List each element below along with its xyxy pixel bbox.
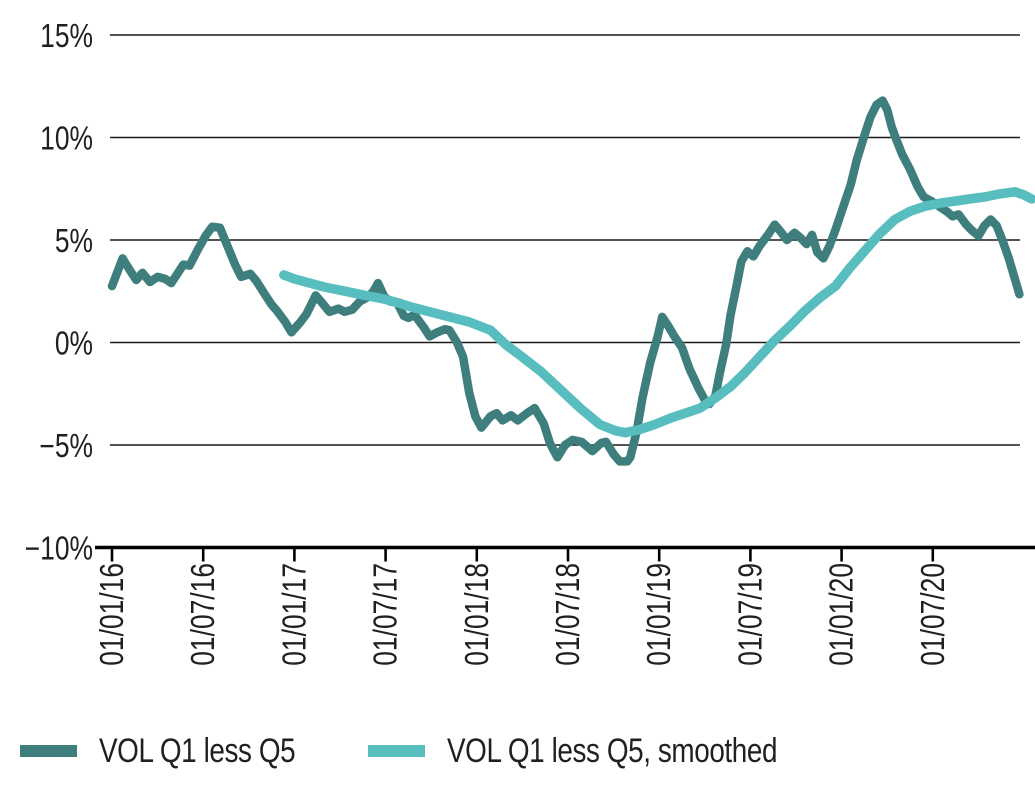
y-axis-label: 10% (40, 121, 93, 157)
series-line-vol-q1-less-q5 (107, 96, 1024, 466)
x-axis-label: 01/01/17 (277, 563, 313, 666)
x-axis-label: 01/01/19 (641, 563, 677, 666)
legend-swatch-vol-q1-less-q5-smoothed (368, 745, 425, 757)
legend-item-vol-q1-less-q5-smoothed: VOL Q1 less Q5, smoothed (368, 731, 850, 770)
legend-swatch-vol-q1-less-q5 (20, 745, 77, 757)
x-axis-label: 01/01/18 (459, 563, 495, 666)
x-axis-label: 01/01/16 (94, 563, 130, 666)
x-axis-label: 01/01/20 (824, 563, 860, 666)
legend-item-vol-q1-less-q5: VOL Q1 less Q5 (20, 731, 338, 770)
legend-label-vol-q1-less-q5: VOL Q1 less Q5 (99, 731, 296, 770)
x-axis-label: 01/07/20 (915, 563, 951, 666)
y-axis-label: 0% (55, 326, 93, 362)
x-axis-label: 01/07/19 (733, 563, 769, 666)
x-axis-label: 01/07/18 (550, 563, 586, 666)
chart-legend: VOL Q1 less Q5 VOL Q1 less Q5, smoothed (0, 731, 1035, 773)
y-axis-label: −5% (39, 428, 93, 464)
series-line-vol-q1-less-q5-smoothed (279, 187, 1035, 438)
x-axis-label: 01/07/17 (368, 563, 404, 666)
x-axis-label: 01/07/16 (185, 563, 221, 666)
legend-label-vol-q1-less-q5-smoothed: VOL Q1 less Q5, smoothed (447, 731, 778, 770)
y-axis-label: 5% (55, 223, 93, 259)
y-axis-label: −10% (25, 531, 93, 567)
y-axis-label: 15% (40, 18, 93, 54)
